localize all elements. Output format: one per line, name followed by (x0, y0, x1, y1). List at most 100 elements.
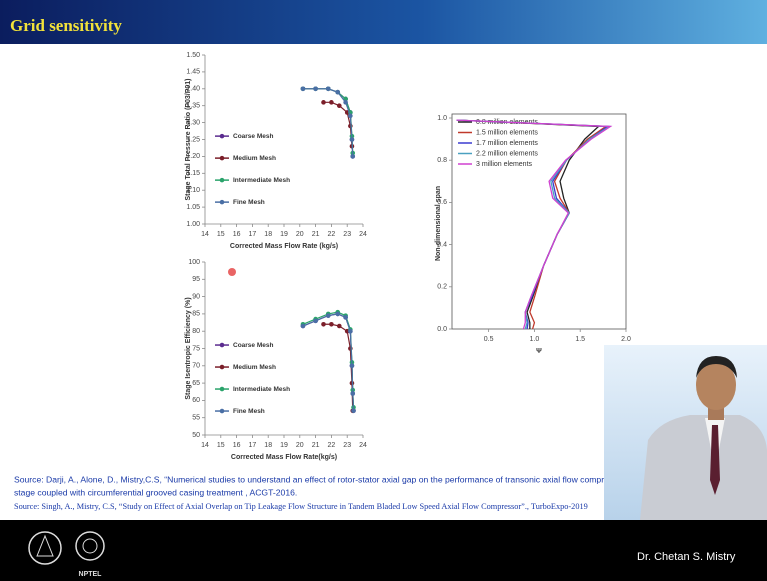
series-marker (329, 322, 334, 327)
series-marker (335, 90, 340, 95)
series-marker (321, 322, 326, 327)
x-axis-label: Corrected Mass Flow Rate(kg/s) (231, 454, 337, 461)
x-tick-label: 15 (217, 231, 225, 238)
x-tick-label: 24 (359, 442, 367, 449)
y-tick-label: 100 (188, 259, 200, 266)
legend-marker (220, 343, 225, 348)
x-tick-label: 18 (264, 231, 272, 238)
legend-marker (220, 409, 225, 414)
series-marker (351, 408, 356, 413)
series-line (303, 312, 354, 407)
x-tick-label: 17 (249, 442, 257, 449)
legend-marker (220, 134, 225, 139)
suit (640, 415, 767, 520)
x-tick-label: 22 (328, 442, 336, 449)
series-marker (337, 324, 342, 329)
x-tick-label: 15 (217, 442, 225, 449)
presenter-video (604, 345, 767, 520)
x-tick-label: 21 (312, 231, 320, 238)
series-marker (343, 100, 348, 105)
series-marker (329, 100, 334, 105)
logo-text: NPTEL (79, 571, 103, 578)
series-line (303, 314, 354, 411)
legend-marker (220, 387, 225, 392)
series-marker (335, 312, 340, 317)
series-marker (313, 319, 318, 324)
series-marker (326, 313, 331, 318)
y-tick-label: 0.8 (437, 157, 447, 164)
y-tick-label: 70 (192, 363, 200, 370)
legend-label: Coarse Mesh (233, 133, 273, 140)
series-marker (313, 87, 318, 92)
x-tick-label: 20 (296, 231, 304, 238)
x-tick-label: 16 (233, 231, 241, 238)
legend-label: Fine Mesh (233, 199, 265, 206)
x-axis-label: Ψ (536, 348, 542, 355)
legend-label: Medium Mesh (233, 364, 276, 371)
series-marker (337, 103, 342, 108)
x-axis-label: Corrected Mass Flow Rate (kg/s) (230, 243, 338, 250)
y-tick-label: 0.2 (437, 284, 447, 291)
legend-label: Intermediate Mesh (233, 177, 290, 184)
legend-label: Medium Mesh (233, 155, 276, 162)
laser-pointer (228, 268, 236, 276)
source-line: Source: Darji, A., Alone, D., Mistry,C.S… (14, 474, 625, 484)
x-tick-label: 1.5 (575, 336, 585, 343)
series-marker (350, 391, 355, 396)
y-tick-label: 75 (192, 345, 200, 352)
y-tick-label: 1.45 (186, 69, 200, 76)
legend-label: Fine Mesh (233, 408, 265, 415)
y-tick-label: 90 (192, 293, 200, 300)
x-tick-label: 22 (328, 231, 336, 238)
slide: Grid sensitivity 14 15 16 17 18 19 20 21 22 23 24 1… (0, 0, 767, 581)
x-tick-label: 14 (201, 231, 209, 238)
y-tick-label: 1.05 (186, 204, 200, 211)
y-tick-label: 55 (192, 415, 200, 422)
legend-label: Coarse Mesh (233, 342, 273, 349)
legend-marker (220, 178, 225, 183)
x-tick-label: 16 (233, 442, 241, 449)
x-tick-label: 24 (359, 231, 367, 238)
y-axis-label: Stage Isentropic Efficiency (%) (185, 297, 192, 399)
y-tick-label: 50 (192, 432, 200, 439)
series-marker (350, 364, 355, 369)
x-tick-label: 23 (343, 231, 351, 238)
presenter-name: Dr. Chetan S. Mistry (637, 551, 736, 563)
x-tick-label: 19 (280, 442, 288, 449)
x-tick-label: 2.0 (621, 336, 631, 343)
legend-label: 3 million elements (476, 161, 533, 168)
slide-title: Grid sensitivity (10, 16, 122, 35)
y-axis-label: Stage Total Pressure Ratio (P03/P01) (185, 78, 192, 200)
x-tick-label: 14 (201, 442, 209, 449)
legend-label: Intermediate Mesh (233, 386, 290, 393)
y-axis-label: Non-dimensional span (435, 186, 442, 261)
series-marker (326, 87, 331, 92)
x-tick-label: 0.5 (484, 336, 494, 343)
y-tick-label: 65 (192, 380, 200, 387)
y-tick-label: 1.50 (186, 52, 200, 59)
legend-marker (220, 200, 225, 205)
x-tick-label: 18 (264, 442, 272, 449)
legend-marker (220, 365, 225, 370)
x-tick-label: 17 (249, 231, 257, 238)
x-tick-label: 23 (343, 442, 351, 449)
y-tick-label: 1.0 (437, 115, 447, 122)
x-tick-label: 20 (296, 442, 304, 449)
y-tick-label: 85 (192, 311, 200, 318)
series-line (303, 314, 354, 411)
series-marker (350, 154, 355, 159)
y-tick-label: 1.00 (186, 221, 200, 228)
source-line: Source: Singh, A., Mistry, C.S, “Study o… (14, 502, 588, 511)
series-marker (343, 315, 348, 320)
x-tick-label: 21 (312, 442, 320, 449)
x-tick-label: 19 (280, 231, 288, 238)
legend-label: 1.7 million elements (476, 140, 538, 147)
legend-label: 1.5 million elements (476, 129, 538, 136)
y-tick-label: 0.0 (437, 326, 447, 333)
source-line: stage coupled with circumferential groov… (14, 487, 297, 497)
series-marker (348, 114, 353, 119)
series-line (324, 324, 353, 411)
series-marker (348, 329, 353, 334)
y-tick-label: 80 (192, 328, 200, 335)
y-tick-label: 60 (192, 397, 200, 404)
